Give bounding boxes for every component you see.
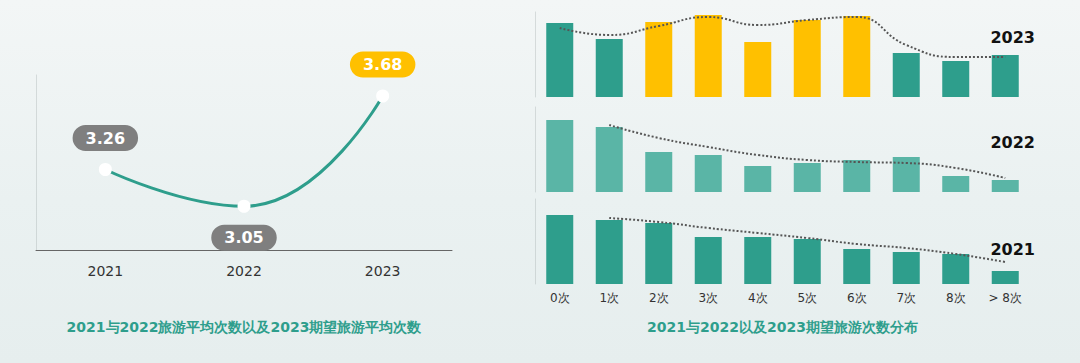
svg-text:2次: 2次: [649, 291, 669, 305]
svg-text:2022: 2022: [226, 263, 262, 279]
svg-text:2022: 2022: [990, 133, 1035, 152]
svg-text:> 8次: > 8次: [988, 291, 1022, 305]
svg-text:4次: 4次: [748, 291, 768, 305]
svg-text:2021与2022以及2023期望旅游次数分布: 2021与2022以及2023期望旅游次数分布: [647, 319, 918, 335]
svg-text:2021: 2021: [88, 263, 124, 279]
svg-text:3次: 3次: [698, 291, 718, 305]
svg-text:8次: 8次: [946, 291, 966, 305]
svg-text:1次: 1次: [599, 291, 619, 305]
svg-text:2021与2022旅游平均次数以及2023期望旅游平均次数: 2021与2022旅游平均次数以及2023期望旅游平均次数: [67, 319, 423, 335]
svg-text:6次: 6次: [847, 291, 867, 305]
svg-text:2023: 2023: [365, 263, 401, 279]
svg-text:0次: 0次: [550, 291, 570, 305]
svg-text:2023: 2023: [990, 28, 1035, 47]
svg-text:7次: 7次: [896, 291, 916, 305]
svg-text:3.26: 3.26: [86, 129, 125, 148]
svg-text:5次: 5次: [797, 291, 817, 305]
svg-text:3.05: 3.05: [224, 228, 263, 247]
svg-text:2021: 2021: [990, 240, 1035, 259]
svg-text:3.68: 3.68: [363, 55, 402, 74]
